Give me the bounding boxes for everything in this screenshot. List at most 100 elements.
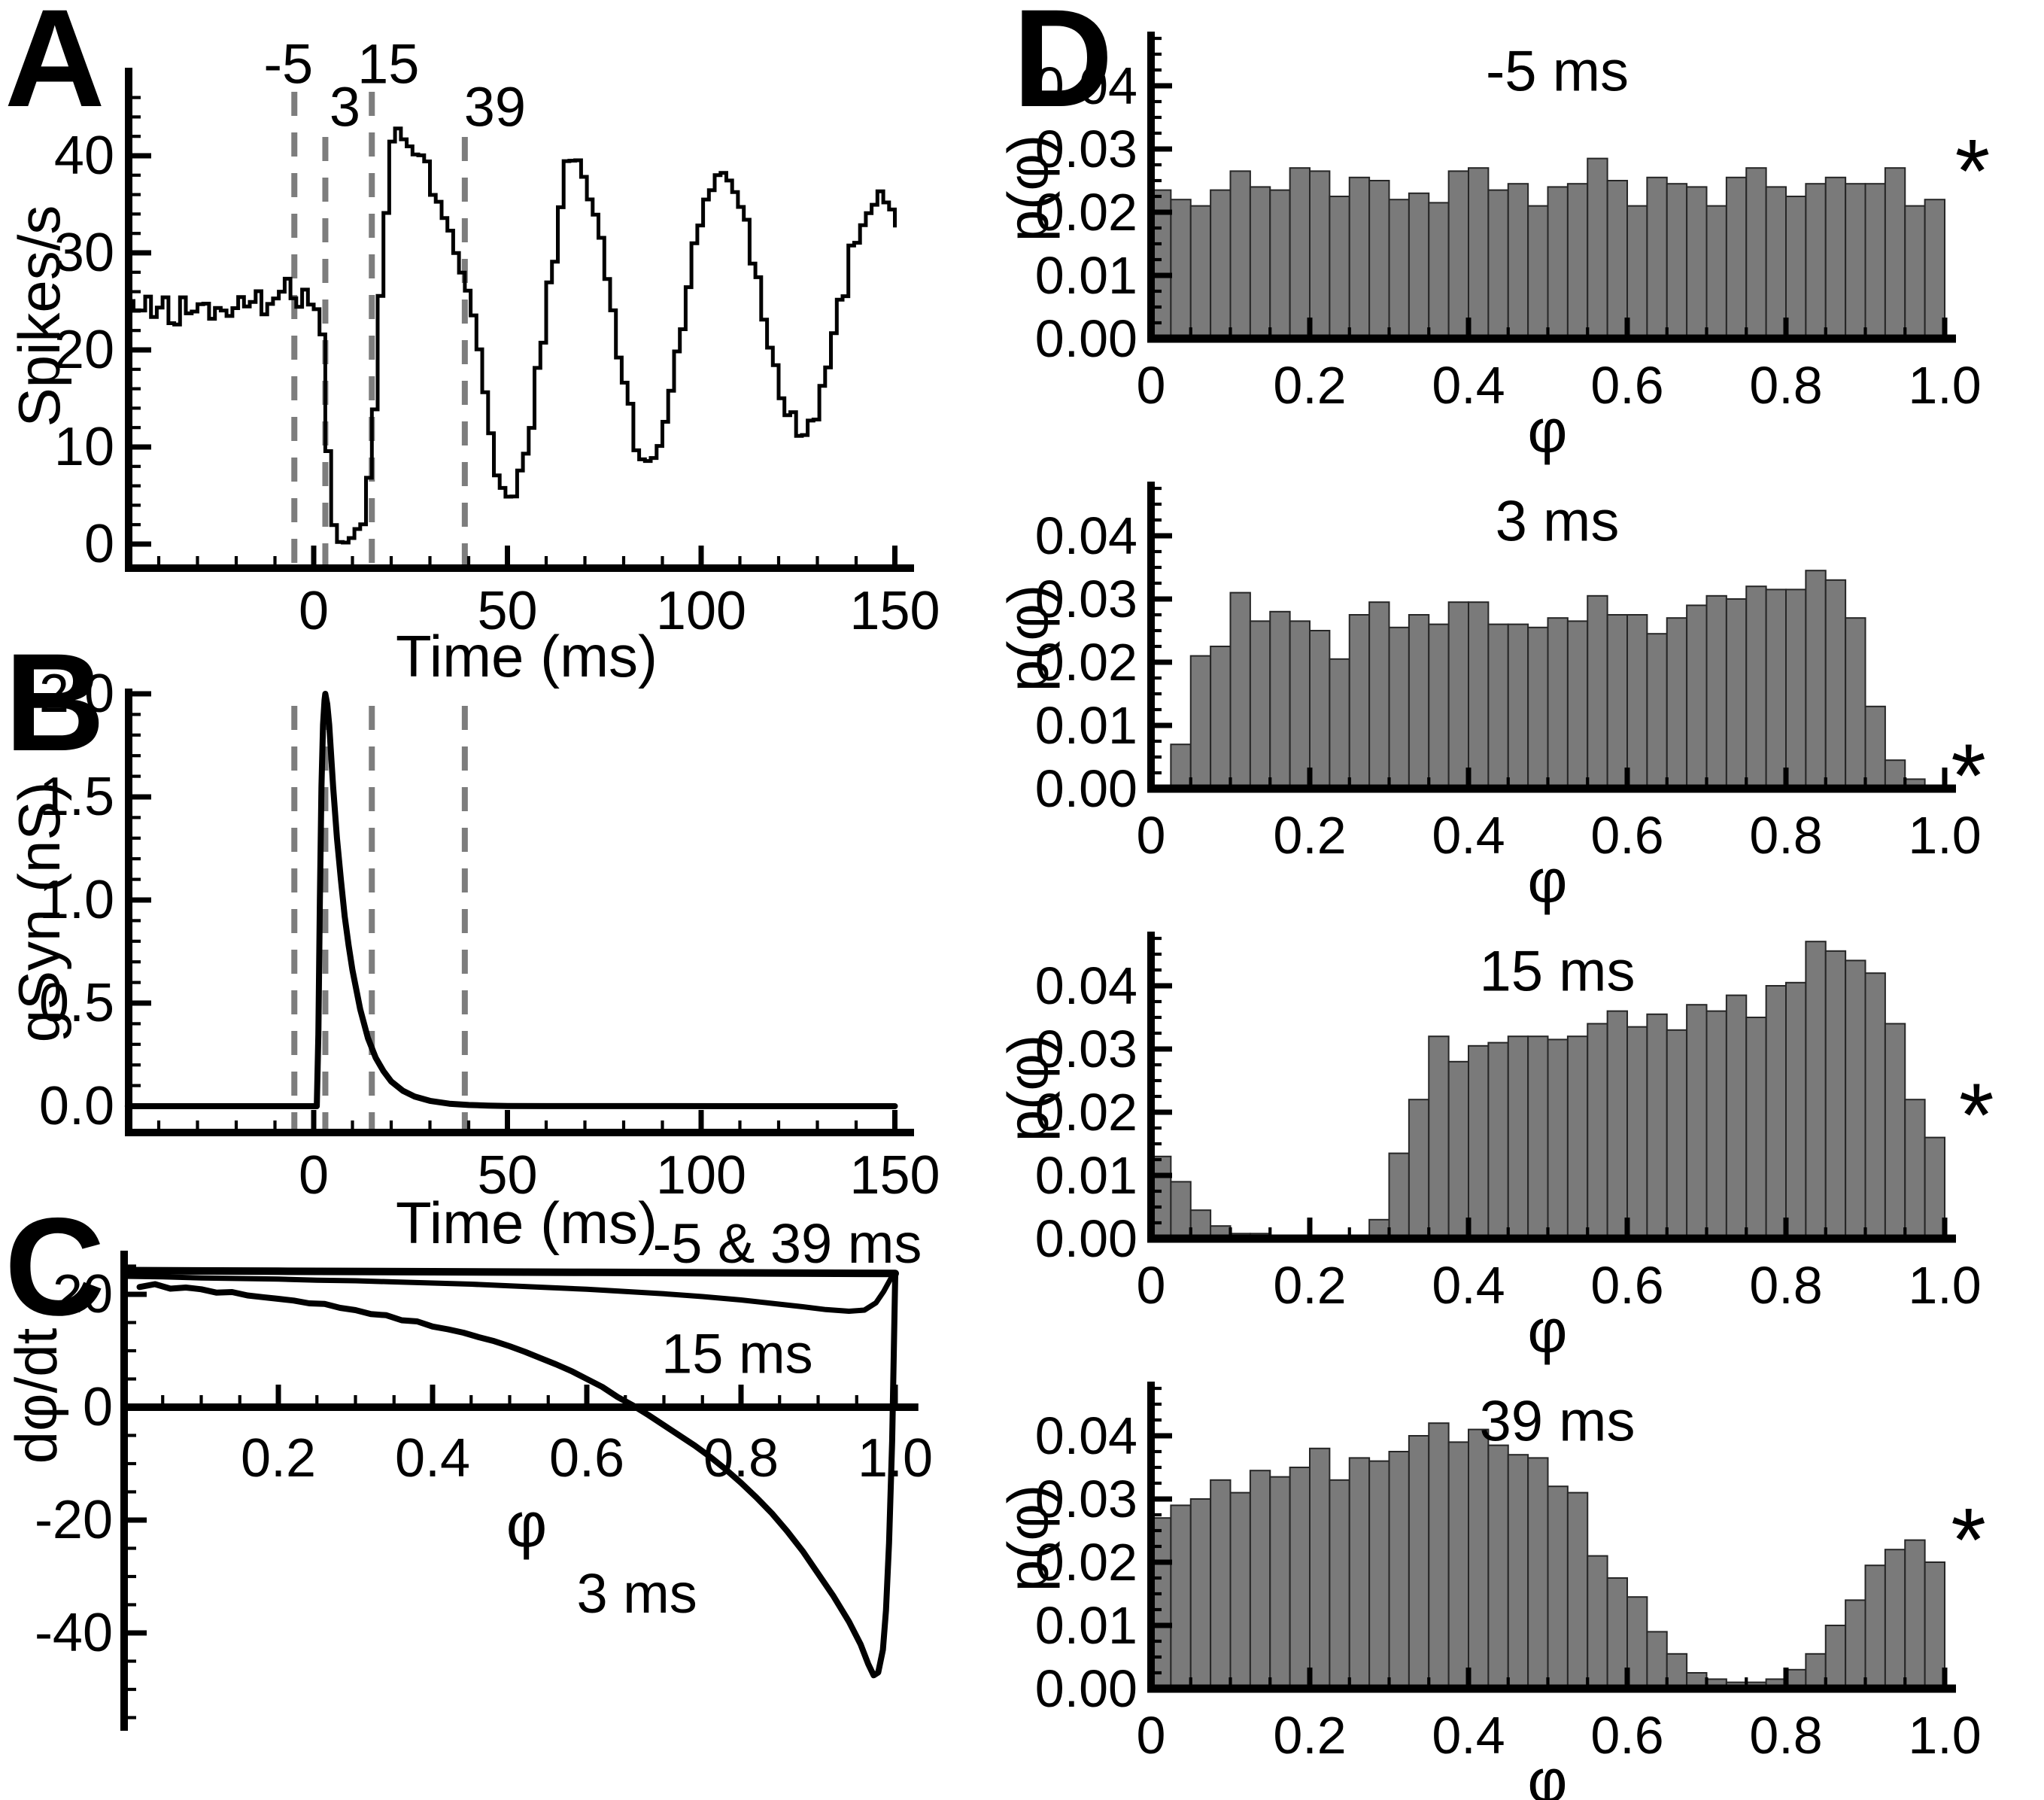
d-hist-bar	[1864, 972, 1886, 1239]
b-x-axis-title: Time (ms)	[396, 1190, 658, 1256]
d-x-axis-title: φ	[1527, 1747, 1567, 1800]
a-y-tick-label: 0	[84, 514, 114, 574]
d-hist-bar	[1765, 186, 1787, 339]
d-histogram-title: 39 ms	[1480, 1390, 1636, 1454]
d-hist-bar	[1189, 655, 1212, 789]
d-hist-bar	[1606, 614, 1629, 789]
d-hist-bar	[1468, 167, 1490, 339]
a-x-axis-title: Time (ms)	[396, 623, 658, 689]
d-y-tick-label: 0.01	[1035, 696, 1137, 755]
d-hist-bar	[1845, 959, 1866, 1240]
d-hist-bar	[1626, 1596, 1648, 1689]
d-hist-bar	[1606, 180, 1629, 339]
panel-b-gsyn-chart: 0 50 100 150 0.0 0.5 1.0 1.5 2.0 Time (ms) gSyn (n…	[6, 664, 940, 1256]
c-y-tick-label: -40	[35, 1603, 113, 1663]
d-hist-bar	[1388, 626, 1410, 789]
d-hist-bar	[1705, 205, 1727, 339]
d-hist-bar	[1428, 623, 1450, 789]
d-hist-bar	[1408, 1099, 1430, 1239]
d-hist-bar	[1646, 633, 1668, 790]
d-y-axis-title: p(φ)	[997, 1485, 1061, 1592]
d-x-tick-label: 0.2	[1273, 806, 1346, 865]
d-x-tick-label: 0.6	[1590, 1706, 1663, 1765]
panel-d-histogram-15ms: 0 0.2 0.4 0.6 0.8 1.0 0.000.010.020.030.04 φ p(φ…	[997, 932, 1994, 1366]
a-dashed-line-label: 3	[330, 76, 360, 138]
b-y-axis-title: gSyn (nS)	[6, 782, 72, 1043]
d-hist-bar	[1646, 1631, 1668, 1689]
d-hist-bar	[1249, 186, 1271, 339]
d-hist-bar	[1686, 186, 1708, 339]
d-hist-bar	[1428, 202, 1450, 339]
d-hist-bar	[1329, 1479, 1350, 1690]
d-hist-bar	[1904, 1539, 1926, 1689]
d-hist-bar	[1845, 617, 1866, 790]
d-hist-bar	[1547, 1485, 1569, 1689]
d-hist-bar	[1507, 1035, 1529, 1239]
d-hist-bar	[1547, 617, 1569, 790]
d-hist-bar	[1765, 985, 1787, 1239]
d-hist-bar	[1348, 614, 1371, 789]
panel-d-histogram-3ms: 0 0.2 0.4 0.6 0.8 1.0 0.000.010.020.030.04 φ p(φ…	[997, 482, 1986, 916]
d-y-tick-label: 0.00	[1035, 1209, 1137, 1268]
d-hist-bar	[1666, 183, 1688, 339]
b-y-tick-label: 0.5	[39, 973, 114, 1033]
d-hist-bar	[1705, 1010, 1727, 1239]
a-dashed-line-label: 39	[464, 76, 526, 138]
a-x-tick-label: 0	[299, 581, 329, 641]
panel-d-histogram--5ms: 0 0.2 0.4 0.6 0.8 1.0 0.000.010.020.030.04 φ p(φ…	[997, 32, 1991, 466]
d-hist-bar	[1686, 604, 1708, 790]
d-hist-bar	[1189, 205, 1212, 339]
d-hist-bar	[1447, 1441, 1470, 1690]
d-hist-bar	[1705, 594, 1727, 789]
d-hist-bar	[1468, 1428, 1490, 1689]
d-hist-bar	[1805, 183, 1827, 339]
d-hist-bar	[1666, 1029, 1688, 1240]
d-x-tick-label: 1.0	[1908, 1256, 1981, 1315]
d-y-tick-label: 0.03	[1035, 120, 1137, 178]
d-hist-bar	[1269, 1476, 1291, 1689]
d-x-tick-label: 0.8	[1749, 356, 1822, 415]
b-x-tick-label: 100	[656, 1145, 746, 1206]
d-hist-bar	[1547, 1038, 1569, 1240]
d-y-tick-label: 0.04	[1035, 1406, 1137, 1465]
c-curve-3ms	[136, 1271, 898, 1679]
d-hist-bar	[1507, 183, 1529, 339]
d-hist-bar	[1447, 170, 1470, 339]
d-y-tick-label: 0.04	[1035, 506, 1137, 565]
a-y-tick-label: 30	[54, 223, 114, 283]
d-x-tick-label: 0.8	[1749, 1706, 1822, 1765]
d-hist-bar	[1884, 759, 1906, 790]
d-hist-bar	[1785, 588, 1807, 790]
d-significance-asterisk: *	[1951, 1490, 1986, 1591]
d-hist-bar	[1824, 579, 1847, 789]
d-hist-bar	[1765, 588, 1787, 790]
d-y-tick-label: 0.00	[1035, 1659, 1137, 1718]
d-hist-bar	[1249, 1470, 1271, 1689]
c-label-3ms: 3 ms	[576, 1562, 697, 1625]
d-x-tick-label: 0.6	[1590, 356, 1663, 415]
panel-label-c: C	[5, 1190, 105, 1345]
d-y-tick-label: 0.03	[1035, 570, 1137, 628]
d-y-tick-label: 0.04	[1035, 956, 1137, 1015]
d-hist-bar	[1468, 601, 1490, 790]
c-curve-minus5-and-39ms	[120, 1266, 899, 1278]
d-significance-asterisk: *	[1955, 120, 1991, 221]
d-hist-bar	[1924, 199, 1946, 340]
d-hist-bar	[1527, 205, 1549, 339]
d-hist-bar	[1824, 950, 1847, 1240]
d-x-tick-label: 0.8	[1749, 806, 1822, 865]
d-hist-bar	[1487, 1444, 1509, 1689]
d-hist-bar	[1566, 620, 1589, 790]
d-hist-bar	[1884, 1549, 1906, 1689]
d-y-axis-title: p(φ)	[997, 135, 1061, 242]
d-y-tick-label: 0.02	[1035, 183, 1137, 242]
d-hist-bar	[1210, 646, 1232, 789]
d-hist-bar	[1626, 205, 1648, 339]
d-hist-bar	[1368, 1460, 1390, 1689]
d-hist-bar	[1408, 1435, 1430, 1689]
panel-d-histogram-39ms: 0 0.2 0.4 0.6 0.8 1.0 0.000.010.020.030.04 φ p(φ…	[997, 1382, 1986, 1800]
d-x-tick-label: 0	[1137, 1706, 1166, 1765]
d-hist-bar	[1189, 1498, 1212, 1689]
d-hist-bar	[1388, 199, 1410, 340]
